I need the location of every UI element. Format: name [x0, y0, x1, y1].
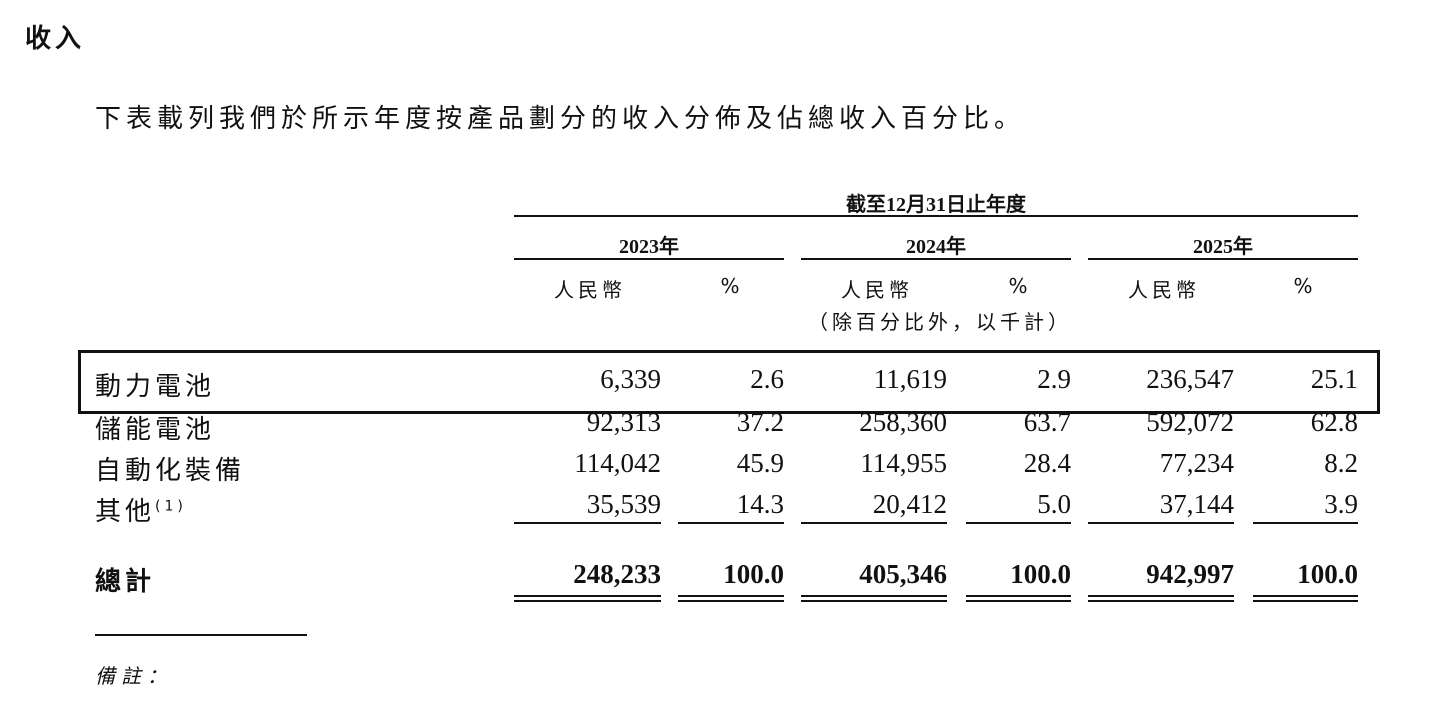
row-label-text: 動力電池: [95, 372, 216, 402]
table-cell: 2.9: [1037, 364, 1071, 394]
total-label: 總計: [95, 567, 156, 597]
table-cell: 77,234: [1159, 448, 1234, 478]
total-rule-top: [1088, 595, 1234, 597]
subtotal-rule: [801, 522, 947, 524]
row-label: 儲能電池: [95, 409, 215, 446]
footnote-divider: [95, 634, 307, 636]
row-label: 自動化裝備: [95, 450, 245, 487]
total-cell: 248,233: [573, 559, 661, 589]
intro-text: 下表載列我們於所示年度按產品劃分的收入分佈及佔總收入百分比。: [95, 104, 1026, 134]
period-header: 截至12月31日止年度: [846, 194, 1026, 216]
row-label-text: 其他: [95, 497, 156, 527]
row-label-text: 儲能電池: [95, 415, 216, 445]
table-cell: 35,539: [586, 489, 661, 519]
table-cell: 5.0: [1037, 489, 1071, 519]
currency-header: 人民幣: [841, 278, 913, 302]
row-label: 其他(1): [95, 491, 187, 528]
subtotal-rule: [1253, 522, 1358, 524]
total-cell: 100.0: [723, 559, 784, 589]
total-rule-top: [801, 595, 947, 597]
year-rule: [1088, 258, 1358, 260]
section-title: 收入: [25, 24, 86, 54]
subtotal-rule: [678, 522, 784, 524]
header-rule: [514, 215, 1358, 217]
table-cell: 2.6: [750, 364, 784, 394]
total-rule-bottom: [1253, 600, 1358, 602]
total-cell: 100.0: [1297, 559, 1358, 589]
unit-note: （除百分比外，以千計）: [808, 310, 1072, 334]
subtotal-rule: [966, 522, 1071, 524]
table-cell: 236,547: [1146, 364, 1234, 394]
total-rule-bottom: [678, 600, 784, 602]
total-rule-top: [1253, 595, 1358, 597]
year-header: 2025年: [1193, 236, 1253, 258]
row-label-text: 自動化裝備: [95, 456, 246, 486]
currency-header: 人民幣: [554, 278, 626, 302]
percent-header: %: [720, 274, 740, 298]
table-cell: 28.4: [1023, 448, 1071, 478]
table-cell: 37,144: [1159, 489, 1234, 519]
total-rule-bottom: [1088, 600, 1234, 602]
year-rule: [514, 258, 784, 260]
total-rule-bottom: [966, 600, 1071, 602]
year-rule: [801, 258, 1071, 260]
total-cell: 100.0: [1010, 559, 1071, 589]
currency-header: 人民幣: [1128, 278, 1200, 302]
table-cell: 114,042: [574, 448, 661, 478]
table-cell: 114,955: [860, 448, 947, 478]
total-cell: 942,997: [1146, 559, 1234, 589]
total-rule-top: [678, 595, 784, 597]
total-cell: 405,346: [859, 559, 947, 589]
table-cell: 20,412: [872, 489, 947, 519]
table-cell: 8.2: [1324, 448, 1358, 478]
subtotal-rule: [1088, 522, 1234, 524]
percent-header: %: [1008, 274, 1028, 298]
total-rule-top: [966, 595, 1071, 597]
table-cell: 11,619: [873, 364, 947, 394]
table-cell: 6,339: [600, 364, 661, 394]
percent-header: %: [1293, 274, 1313, 298]
total-rule-top: [514, 595, 661, 597]
subtotal-rule: [514, 522, 661, 524]
total-rule-bottom: [514, 600, 661, 602]
year-header: 2024年: [906, 236, 966, 258]
row-label: 動力電池: [95, 366, 215, 403]
highlight-box: [78, 350, 1380, 414]
year-header: 2023年: [619, 236, 679, 258]
notes-label: 備註：: [95, 664, 173, 688]
table-cell: 45.9: [736, 448, 784, 478]
table-cell: 25.1: [1310, 364, 1358, 394]
footnote-marker: (1): [155, 498, 187, 515]
table-cell: 3.9: [1324, 489, 1358, 519]
table-cell: 14.3: [736, 489, 784, 519]
total-rule-bottom: [801, 600, 947, 602]
